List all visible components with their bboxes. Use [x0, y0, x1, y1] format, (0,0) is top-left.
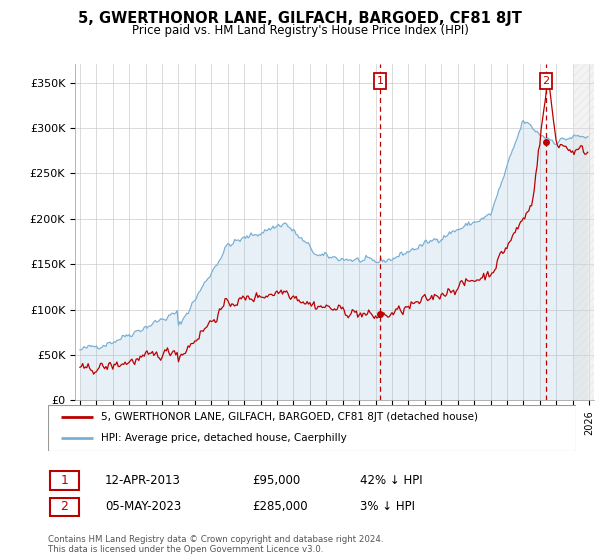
Text: 2: 2: [542, 76, 550, 86]
Text: 5, GWERTHONOR LANE, GILFACH, BARGOED, CF81 8JT (detached house): 5, GWERTHONOR LANE, GILFACH, BARGOED, CF…: [101, 412, 478, 422]
Text: 1: 1: [377, 76, 383, 86]
Text: 12-APR-2013: 12-APR-2013: [105, 474, 181, 487]
Text: 05-MAY-2023: 05-MAY-2023: [105, 500, 181, 514]
Text: 42% ↓ HPI: 42% ↓ HPI: [360, 474, 422, 487]
Text: HPI: Average price, detached house, Caerphilly: HPI: Average price, detached house, Caer…: [101, 433, 347, 444]
Text: £95,000: £95,000: [252, 474, 300, 487]
Text: 2: 2: [61, 500, 68, 514]
Text: 1: 1: [61, 474, 68, 487]
Text: £285,000: £285,000: [252, 500, 308, 514]
Text: 5, GWERTHONOR LANE, GILFACH, BARGOED, CF81 8JT: 5, GWERTHONOR LANE, GILFACH, BARGOED, CF…: [78, 11, 522, 26]
Bar: [572, 64, 600, 400]
Text: Price paid vs. HM Land Registry's House Price Index (HPI): Price paid vs. HM Land Registry's House …: [131, 24, 469, 36]
Text: Contains HM Land Registry data © Crown copyright and database right 2024.
This d: Contains HM Land Registry data © Crown c…: [48, 535, 383, 554]
Text: 3% ↓ HPI: 3% ↓ HPI: [360, 500, 415, 514]
